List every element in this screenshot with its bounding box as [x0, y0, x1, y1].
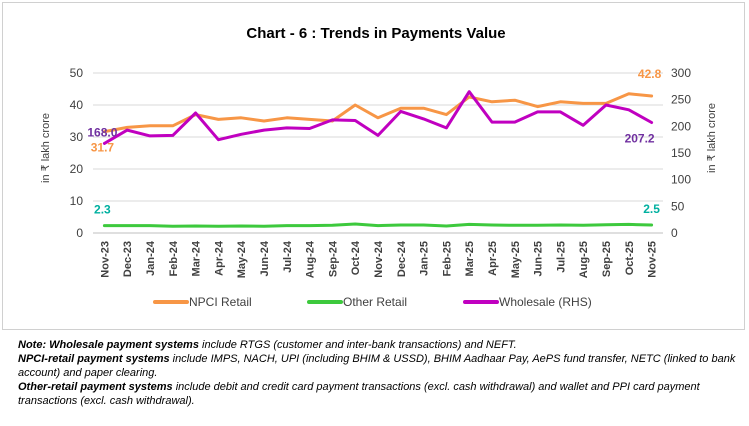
- x-tick-label: Jun-25: [533, 241, 545, 276]
- gridlines: [93, 72, 663, 234]
- x-tick-label: Oct-24: [350, 240, 362, 275]
- x-tick-label: Nov-25: [647, 241, 659, 278]
- x-tick-label: Aug-25: [578, 241, 590, 278]
- right-y-axis: 0 50 100 150 200 250 300: [671, 66, 691, 240]
- data-label: 207.2: [625, 131, 655, 145]
- x-tick-label: Oct-25: [624, 241, 636, 275]
- note-wholesale: Note: Wholesale payment systems include …: [18, 339, 517, 351]
- chart-notes: Note: Wholesale payment systems include …: [18, 338, 736, 408]
- x-tick-label: Nov-24: [373, 240, 385, 278]
- note-other: Other-retail payment systems include deb…: [18, 381, 700, 407]
- x-axis: Nov-23 Dec-23 Jan-24 Feb-24 Mar-24 Apr-24 May-…: [93, 232, 663, 278]
- right-axis-title: in ₹ lakh crore: [706, 103, 718, 173]
- left-tick-label: 50: [70, 66, 84, 80]
- data-label: 2.3: [94, 203, 111, 217]
- chart-container: Chart - 6 : Trends in Payments Value 0 10…: [2, 2, 745, 330]
- series-lines: [102, 90, 654, 228]
- data-label: 2.5: [643, 202, 660, 216]
- data-label: 42.8: [638, 67, 662, 81]
- x-tick-label: Jul-24: [282, 240, 294, 273]
- x-tick-label: Nov-23: [99, 241, 111, 278]
- series-line-wholesale-rhs: [102, 90, 654, 145]
- data-labels: 168.0 31.7 2.3 42.8 207.2 2.5: [87, 67, 661, 217]
- x-tick-label: Mar-24: [191, 240, 203, 276]
- x-tick-label: May-25: [510, 241, 522, 278]
- data-label: 31.7: [91, 141, 115, 155]
- left-axis-title: in ₹ lakh crore: [40, 113, 52, 183]
- payments-value-chart: Chart - 6 : Trends in Payments Value 0 10…: [40, 25, 718, 309]
- x-tick-label: Sep-25: [601, 241, 613, 277]
- left-tick-label: 40: [70, 98, 84, 112]
- right-tick-label: 300: [671, 66, 691, 80]
- right-tick-label: 100: [671, 173, 691, 187]
- series-line-npci-retail: [102, 92, 654, 134]
- x-tick-label: Jan-25: [419, 241, 431, 276]
- x-tick-label: Jul-25: [555, 241, 567, 273]
- right-tick-label: 200: [671, 119, 691, 133]
- right-tick-label: 50: [671, 199, 685, 213]
- left-tick-label: 0: [76, 226, 83, 240]
- x-tick-label: Apr-24: [213, 240, 225, 276]
- left-tick-label: 30: [70, 130, 84, 144]
- legend-label: Wholesale (RHS): [499, 295, 592, 309]
- x-tick-label: Apr-25: [487, 241, 499, 276]
- series-line-other-retail: [102, 222, 654, 228]
- data-label: 168.0: [87, 125, 117, 139]
- x-tick-label: Mar-25: [464, 241, 476, 276]
- x-tick-label: Dec-24: [396, 240, 408, 277]
- x-tick-label: Dec-23: [122, 241, 134, 277]
- x-tick-label: Feb-24: [168, 240, 180, 276]
- right-tick-label: 250: [671, 93, 691, 107]
- legend-label: Other Retail: [343, 295, 407, 309]
- x-tick-label: Sep-24: [327, 240, 339, 277]
- x-tick-label: Jun-24: [259, 240, 271, 276]
- legend: NPCI Retail Other Retail Wholesale (RHS): [153, 295, 592, 309]
- chart-title: Chart - 6 : Trends in Payments Value: [246, 25, 505, 42]
- right-tick-label: 0: [671, 226, 678, 240]
- left-tick-label: 20: [70, 162, 84, 176]
- x-tick-label: Aug-24: [305, 240, 317, 278]
- x-tick-label: Feb-25: [441, 241, 453, 276]
- x-tick-label: Jan-24: [145, 240, 157, 276]
- left-y-axis: 0 10 20 30 40 50: [70, 66, 84, 240]
- left-tick-label: 10: [70, 194, 84, 208]
- x-tick-label: May-24: [236, 240, 248, 278]
- note-npci: NPCI-retail payment systems include IMPS…: [18, 353, 736, 379]
- right-tick-label: 150: [671, 146, 691, 160]
- legend-label: NPCI Retail: [189, 295, 252, 309]
